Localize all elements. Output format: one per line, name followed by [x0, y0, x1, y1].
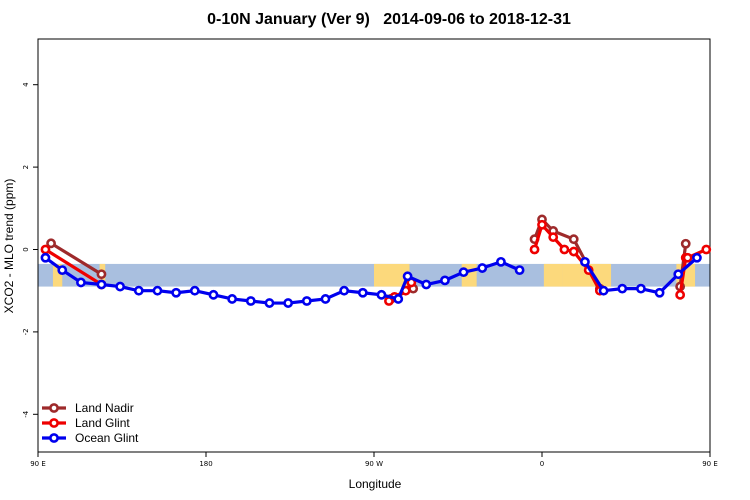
ocean-glint-point — [421, 279, 432, 290]
ocean-glint-point — [393, 294, 404, 304]
ocean-glint-point — [57, 265, 68, 275]
land-glint-point — [568, 246, 579, 257]
land-glint-point — [682, 252, 693, 263]
land-nadir-line — [50, 241, 103, 276]
ocean-glint-point — [496, 256, 506, 267]
ocean-glint-point — [673, 269, 684, 280]
ocean-glint-point — [301, 296, 312, 306]
legend-label: Land Nadir — [75, 401, 134, 415]
land-band-segment — [543, 263, 563, 287]
ocean-glint-point — [227, 294, 238, 304]
land-glint-point — [40, 244, 51, 255]
ocean-glint-point — [402, 271, 413, 282]
legend-swatch-marker — [49, 403, 59, 413]
legend-item-land-nadir: Land Nadir — [42, 401, 134, 415]
ocean-glint-point — [115, 281, 126, 292]
plot-frame — [37, 38, 711, 453]
land-band-segment — [52, 263, 63, 287]
ocean-glint-point — [514, 265, 525, 275]
legend-item-ocean-glint: Ocean Glint — [42, 431, 139, 445]
y-axis-label: XCO2 - MLO trend (ppm) — [2, 179, 16, 314]
ocean-glint-point — [357, 287, 368, 298]
series-ocean-glint — [40, 252, 702, 308]
land-glint-point — [529, 244, 540, 255]
ocean-glint-point — [171, 287, 182, 298]
land-nadir-point — [568, 234, 579, 245]
ocean-glint-point — [189, 285, 200, 296]
land-glint-point — [675, 289, 686, 300]
land-glint-point — [548, 232, 559, 243]
ocean-glint-point — [458, 267, 469, 278]
y-tick-label: 4 — [22, 82, 30, 87]
ocean-glint-point — [654, 287, 665, 298]
ocean-glint-point — [40, 252, 51, 263]
ocean-glint-point — [96, 279, 107, 290]
y-tick-label: 0 — [22, 247, 30, 251]
x-axis: 90 E 180 90 W 0 90 E — [30, 452, 718, 468]
x-tick-label: 0 — [540, 460, 544, 468]
legend-label: Land Glint — [75, 416, 130, 430]
ocean-glint-point — [339, 285, 350, 296]
ocean-glint-point — [477, 263, 488, 273]
ocean-glint-point — [580, 256, 590, 267]
x-tick-label: 90 E — [30, 460, 46, 468]
ocean-glint-point — [440, 275, 450, 286]
legend-item-land-glint: Land Glint — [42, 416, 130, 430]
x-tick-label: 180 — [199, 460, 212, 468]
y-tick-label: -2 — [22, 328, 30, 335]
ocean-glint-point — [692, 252, 702, 263]
x-tick-label: 90 E — [702, 460, 718, 468]
land-glint-point — [537, 219, 547, 230]
land-nadir-point — [46, 238, 56, 249]
ocean-glint-point — [76, 277, 86, 288]
y-tick-label: -4 — [22, 410, 30, 418]
land-glint-line — [44, 248, 103, 286]
ocean-glint-point — [617, 283, 628, 294]
chart-title: 0-10N January (Ver 9) 2014-09-06 to 2018… — [207, 11, 571, 28]
ocean-glint-point — [636, 283, 646, 294]
series-layer — [40, 214, 712, 308]
y-axis: 4 2 0 -2 -4 — [22, 82, 38, 418]
x-tick-label: 90 W — [365, 460, 383, 468]
land-band-segment — [374, 263, 410, 287]
land-glint-point — [701, 244, 712, 255]
background-band — [38, 263, 710, 287]
ocean-glint-point — [598, 285, 609, 296]
ocean-glint-point — [152, 285, 163, 296]
ocean-glint-point — [376, 289, 387, 300]
ocean-glint-point — [264, 298, 275, 308]
legend-swatch-marker — [49, 418, 59, 428]
land-nadir-point — [680, 238, 691, 249]
land-nadir-point — [96, 269, 107, 280]
ocean-glint-point — [320, 294, 331, 304]
ocean-glint-point — [283, 298, 294, 308]
land-glint-point — [559, 244, 570, 255]
ocean-glint-point — [208, 289, 219, 300]
ocean-glint-point — [245, 296, 256, 306]
y-tick-label: 2 — [22, 165, 30, 169]
ocean-glint-point — [133, 285, 144, 296]
x-axis-label: Longitude — [349, 477, 402, 491]
legend-swatch-marker — [49, 433, 59, 443]
legend-label: Ocean Glint — [75, 431, 139, 445]
